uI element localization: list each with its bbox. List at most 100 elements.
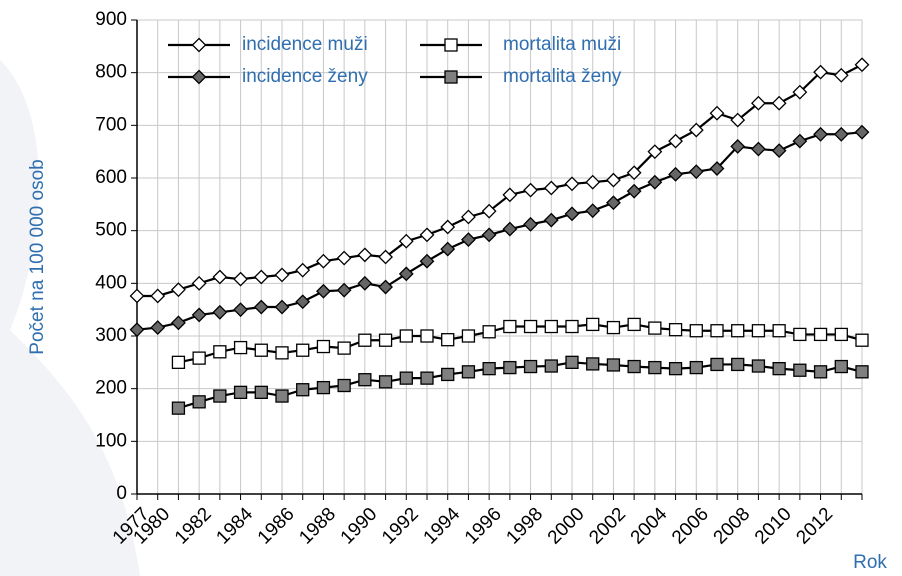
point [710,357,724,372]
point [419,253,435,269]
point [254,385,268,400]
point [855,333,869,347]
legend-label: mortalita muži [503,34,621,55]
x-tick-label: 2012 [792,504,837,549]
point [772,324,786,338]
point [378,375,393,389]
point [296,383,310,397]
point [730,112,746,128]
point [606,195,621,211]
point [254,343,268,357]
point [834,327,848,342]
x-tick-label: 1992 [378,504,423,549]
legend-label: incidence ženy [242,66,368,87]
point [731,357,745,372]
point [336,282,352,298]
point [710,324,724,338]
point [731,324,745,338]
point [834,359,848,374]
x-tick-label: 1986 [254,504,299,549]
x-tick-label: 1990 [337,504,382,549]
point [503,360,517,375]
point [565,319,579,334]
point [275,346,289,360]
series-line [178,323,863,364]
point [420,329,434,343]
point [295,262,311,278]
point [358,373,372,387]
point [233,385,248,400]
point [378,249,393,265]
point [648,360,662,375]
point [751,359,766,373]
x-tick-label: 1996 [461,504,506,549]
point [544,319,558,334]
point [855,365,869,379]
point [688,122,704,138]
point [627,359,641,374]
point [502,187,518,203]
point [212,269,228,285]
point [399,371,413,385]
point [316,380,331,395]
series-line [178,361,863,410]
y-tick-label: 400 [95,272,127,293]
legend-label: incidence muži [242,34,368,55]
point [129,322,145,338]
point [336,250,352,266]
point [585,174,601,190]
point [150,288,166,304]
point [253,299,269,315]
point [503,319,517,334]
point [793,363,807,377]
point [192,395,206,409]
point [461,232,476,248]
point [668,166,683,182]
point [358,333,372,347]
point [399,329,413,343]
x-tick-label: 2004 [627,503,672,548]
y-tick-label: 800 [95,62,127,83]
point [337,378,351,393]
point [543,212,559,228]
x-tick-label: 1994 [420,503,465,548]
point [709,105,725,121]
point [606,320,621,335]
point [626,165,642,181]
y-tick-label: 200 [95,378,127,399]
point [793,327,807,342]
point [523,216,538,232]
point [213,345,227,359]
y-tick-label: 500 [95,220,127,241]
point [213,389,227,403]
y-tick-label: 600 [95,167,127,188]
point [171,282,186,298]
point [544,359,558,373]
x-tick-label: 2006 [668,504,713,549]
point [751,95,766,111]
y-tick-label: 300 [95,325,127,346]
point [854,57,870,73]
point [751,141,766,157]
point [274,299,290,315]
point [648,321,662,335]
point [233,271,248,287]
point [192,351,206,365]
point [274,267,290,283]
point [689,360,703,375]
point [171,355,186,369]
point [606,172,621,188]
point [171,401,186,415]
point [668,362,683,376]
point [357,247,373,263]
point [751,324,766,338]
point [668,323,683,337]
point [813,327,828,342]
point [813,126,828,142]
x-tick-label: 2010 [751,504,796,549]
point [586,357,600,371]
point [378,279,393,295]
point [523,182,538,198]
y-tick-label: 700 [95,114,127,135]
point [316,283,331,299]
